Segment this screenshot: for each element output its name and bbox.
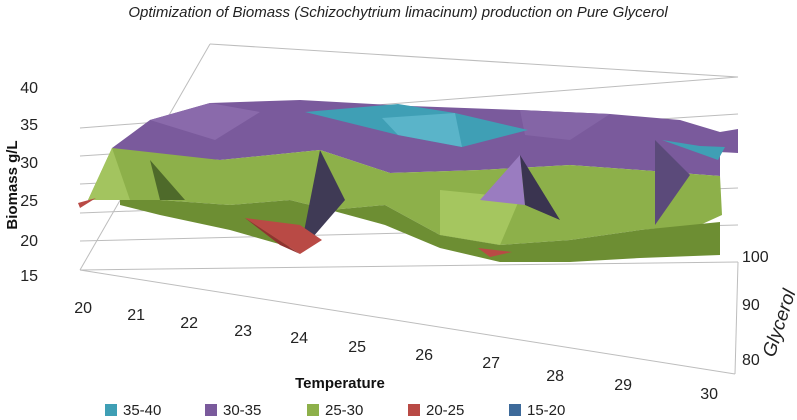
floor-right-edge [734, 261, 739, 375]
legend-label: 25-30 [325, 402, 363, 419]
surface-facet [655, 140, 690, 225]
legend-swatch [307, 404, 319, 416]
gridline-15 [79, 261, 739, 271]
legend-label: 20-25 [426, 402, 464, 419]
z-axis: 15 20 25 30 35 40 [20, 80, 38, 285]
y-axis-title: Glycerol [759, 286, 797, 360]
z-tick: 20 [20, 233, 38, 250]
floor-front-edge [79, 269, 736, 375]
x-tick: 28 [546, 368, 564, 385]
x-tick: 27 [482, 355, 500, 372]
surface-facet-dark [300, 150, 345, 252]
x-tick: 26 [415, 347, 433, 364]
z-tick: 35 [20, 117, 38, 134]
chart-title: Optimization of Biomass (Schizochytrium … [128, 4, 668, 21]
legend-label: 30-35 [223, 402, 261, 419]
legend-label: 15-20 [527, 402, 565, 419]
z-tick: 40 [20, 80, 38, 97]
x-tick: 22 [180, 315, 198, 332]
legend: 35-40 30-35 25-30 20-25 15-20 [105, 402, 565, 419]
surface-facet [150, 103, 260, 140]
legend-swatch [105, 404, 117, 416]
y-tick: 100 [742, 249, 769, 266]
x-tick: 24 [290, 330, 308, 347]
y-axis: 80 90 100 [742, 249, 769, 369]
legend-swatch [205, 404, 217, 416]
legend-swatch [509, 404, 521, 416]
x-tick: 21 [127, 307, 145, 324]
surface-facet-dark [150, 160, 185, 200]
z-axis-title: Biomass g/L [4, 140, 21, 229]
surface-facet [382, 113, 462, 147]
surface-facet-dark [520, 155, 560, 220]
legend-label: 35-40 [123, 402, 161, 419]
y-tick: 90 [742, 297, 760, 314]
surface-band-25-30 [88, 148, 722, 245]
surface-band-20-25-right [478, 248, 512, 257]
surface-facet [480, 155, 525, 205]
x-tick: 23 [234, 323, 252, 340]
surface-band-35-40-right [662, 140, 725, 160]
z-tick: 15 [20, 268, 38, 285]
x-axis-title: Temperature [295, 375, 385, 392]
x-tick: 25 [348, 339, 366, 356]
x-tick: 30 [700, 386, 718, 403]
surface-band-20-25-left [78, 198, 96, 208]
z-tick: 25 [20, 193, 38, 210]
x-tick: 29 [614, 377, 632, 394]
surface-facet-dark [245, 218, 300, 254]
x-axis: 20 21 22 23 24 25 26 27 28 29 30 [74, 300, 718, 403]
surface-facet [88, 148, 130, 200]
y-tick: 80 [742, 352, 760, 369]
z-tick: 30 [20, 155, 38, 172]
surface-facet [520, 110, 610, 140]
x-tick: 20 [74, 300, 92, 317]
surface-facet [440, 190, 520, 245]
back-wall-top-edge [209, 43, 739, 78]
surface-side [330, 205, 720, 262]
surface [78, 100, 738, 262]
surface-band-20-25 [245, 218, 322, 254]
legend-swatch [408, 404, 420, 416]
